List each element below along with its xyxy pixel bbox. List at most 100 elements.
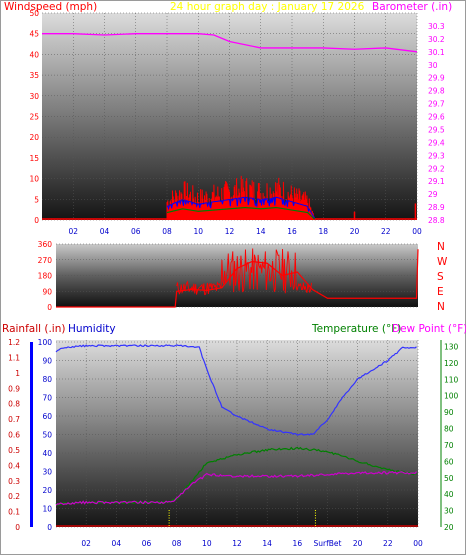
rainfall-y-tick-label: 1.2 bbox=[8, 338, 20, 347]
humidity-axis-title: Humidity bbox=[68, 323, 116, 335]
wind-x-tick-label: 04 bbox=[100, 227, 110, 236]
temperature-y-tick-label: 90 bbox=[444, 408, 454, 417]
center-title: 24 hour graph day : January 17 2026 bbox=[170, 1, 365, 13]
barometer-y-tick-label: 29.5 bbox=[428, 125, 445, 134]
humidity-y-tick-label: 40 bbox=[42, 449, 52, 458]
humidity-y-tick-label: 80 bbox=[42, 375, 52, 384]
barometer-y-tick-label: 28.8 bbox=[428, 216, 445, 225]
wind-y-tick-label: 5 bbox=[34, 195, 39, 204]
rainfall-y-tick-label: 1 bbox=[15, 369, 20, 378]
wind-y-tick-label: 0 bbox=[34, 216, 39, 225]
barometer-y-tick-label: 29.8 bbox=[428, 87, 445, 96]
barometer-y-tick-label: 29.2 bbox=[428, 164, 445, 173]
humidity-y-tick-label: 20 bbox=[42, 486, 52, 495]
temperature-y-tick-label: 50 bbox=[444, 474, 454, 483]
wind-x-tick-label: 12 bbox=[225, 227, 235, 236]
wind-x-tick-label: 14 bbox=[256, 227, 266, 236]
rainfall-y-tick-label: 0.9 bbox=[8, 384, 20, 393]
humidity-line bbox=[55, 344, 417, 436]
humidity-y-tick-label: 60 bbox=[42, 412, 52, 421]
temperature-y-tick-label: 60 bbox=[444, 457, 454, 466]
temperature-line bbox=[55, 446, 417, 506]
temperature-axis-title: Temperature (°F) bbox=[311, 323, 401, 335]
compass-label: W bbox=[437, 256, 448, 268]
humidity-y-tick-label: 90 bbox=[42, 357, 52, 366]
temp-x-tick-label: 14 bbox=[262, 539, 272, 548]
temperature-y-tick-label: 40 bbox=[444, 490, 454, 499]
rainfall-axis-title: Rainfall (.in) bbox=[2, 323, 65, 335]
temperature-y-tick-label: 30 bbox=[444, 507, 454, 516]
rainfall-y-tick-label: 0.8 bbox=[8, 400, 20, 409]
barometer-y-tick-label: 30.3 bbox=[428, 22, 445, 31]
temp-x-tick-label: 10 bbox=[202, 539, 212, 548]
direction-y-tick-label: 180 bbox=[38, 272, 53, 281]
chart-marks: 0510152025303540455028.828.92929.129.229… bbox=[8, 9, 458, 548]
rainfall-y-tick-label: 0.2 bbox=[8, 492, 20, 501]
temp-x-tick-label: 00 bbox=[413, 539, 423, 548]
barometer-y-tick-label: 29.4 bbox=[428, 138, 445, 147]
humidity-y-tick-label: 0 bbox=[47, 523, 52, 532]
dewpoint-line bbox=[55, 470, 417, 506]
compass-label: E bbox=[437, 286, 444, 298]
wind-x-tick-label: 02 bbox=[68, 227, 78, 236]
direction-y-tick-label: 0 bbox=[47, 303, 52, 312]
barometer-y-tick-label: 28.9 bbox=[428, 203, 445, 212]
barometer-y-tick-label: 30.1 bbox=[428, 48, 445, 57]
barometer-y-tick-label: 29.3 bbox=[428, 151, 445, 160]
wind-x-tick-label: 16 bbox=[287, 227, 297, 236]
wind-y-tick-label: 15 bbox=[29, 154, 39, 163]
wind-y-tick-label: 25 bbox=[29, 113, 39, 122]
wind-x-tick-label: 22 bbox=[381, 227, 391, 236]
humidity-y-tick-label: 10 bbox=[42, 505, 52, 514]
left-title: Windspeed (mph) bbox=[4, 1, 97, 13]
humidity-y-tick-label: 30 bbox=[42, 468, 52, 477]
wind-x-tick-label: 00 bbox=[412, 227, 422, 236]
humidity-y-tick-label: 70 bbox=[42, 394, 52, 403]
rainfall-y-tick-label: 0.1 bbox=[8, 508, 20, 517]
temperature-y-tick-label: 120 bbox=[444, 359, 459, 368]
right-title: Barometer (.in) bbox=[372, 1, 452, 13]
wind-y-tick-label: 50 bbox=[29, 9, 39, 18]
barometer-y-tick-label: 29.6 bbox=[428, 113, 445, 122]
wind-y-tick-label: 35 bbox=[29, 71, 39, 80]
temp-x-tick-label: 12 bbox=[232, 539, 242, 548]
windspeed-bars bbox=[166, 175, 316, 221]
wind-x-tick-label: 06 bbox=[131, 227, 141, 236]
compass-label: N bbox=[437, 241, 445, 253]
temp-x-tick-label: 16 bbox=[293, 539, 303, 548]
rainfall-y-tick-label: 0 bbox=[15, 523, 20, 532]
temp-x-tick-label: 06 bbox=[142, 539, 152, 548]
temp-x-tick-label: 02 bbox=[81, 539, 91, 548]
wind-y-tick-label: 45 bbox=[29, 30, 39, 39]
temperature-y-tick-label: 70 bbox=[444, 441, 454, 450]
rainfall-y-tick-label: 0.6 bbox=[8, 431, 20, 440]
wind-y-tick-label: 40 bbox=[29, 50, 39, 59]
temperature-y-tick-label: 110 bbox=[444, 375, 459, 384]
windspeed-green-line bbox=[166, 206, 316, 220]
barometer-y-tick-label: 30.2 bbox=[428, 35, 445, 44]
wind-x-tick-label: 10 bbox=[193, 227, 203, 236]
humidity-axis-bar bbox=[30, 342, 33, 527]
wind-y-tick-label: 30 bbox=[29, 92, 39, 101]
wind-x-tick-label: 20 bbox=[350, 227, 360, 236]
compass-label: S bbox=[437, 271, 444, 283]
direction-y-tick-label: 270 bbox=[38, 256, 53, 265]
direction-y-tick-label: 360 bbox=[38, 240, 53, 249]
direction-y-tick-label: 90 bbox=[42, 287, 52, 296]
direction-line bbox=[56, 249, 419, 308]
rainfall-y-tick-label: 0.7 bbox=[8, 415, 20, 424]
temp-x-tick-label: 22 bbox=[383, 539, 393, 548]
wind-y-tick-label: 20 bbox=[29, 133, 39, 142]
windspeed-blue-line bbox=[166, 196, 316, 219]
humidity-y-tick-label: 100 bbox=[38, 338, 53, 347]
temp-x-tick-label: 08 bbox=[172, 539, 182, 548]
rainfall-y-tick-label: 1.1 bbox=[8, 353, 20, 362]
humidity-y-tick-label: 50 bbox=[42, 431, 52, 440]
rainfall-y-tick-label: 0.5 bbox=[8, 446, 20, 455]
barometer-y-tick-label: 29.9 bbox=[428, 74, 445, 83]
temp-x-tick-label: SurfBet bbox=[314, 539, 342, 548]
temp-x-tick-label: 20 bbox=[353, 539, 363, 548]
wind-x-tick-label: 08 bbox=[162, 227, 172, 236]
wind-y-tick-label: 10 bbox=[29, 175, 39, 184]
